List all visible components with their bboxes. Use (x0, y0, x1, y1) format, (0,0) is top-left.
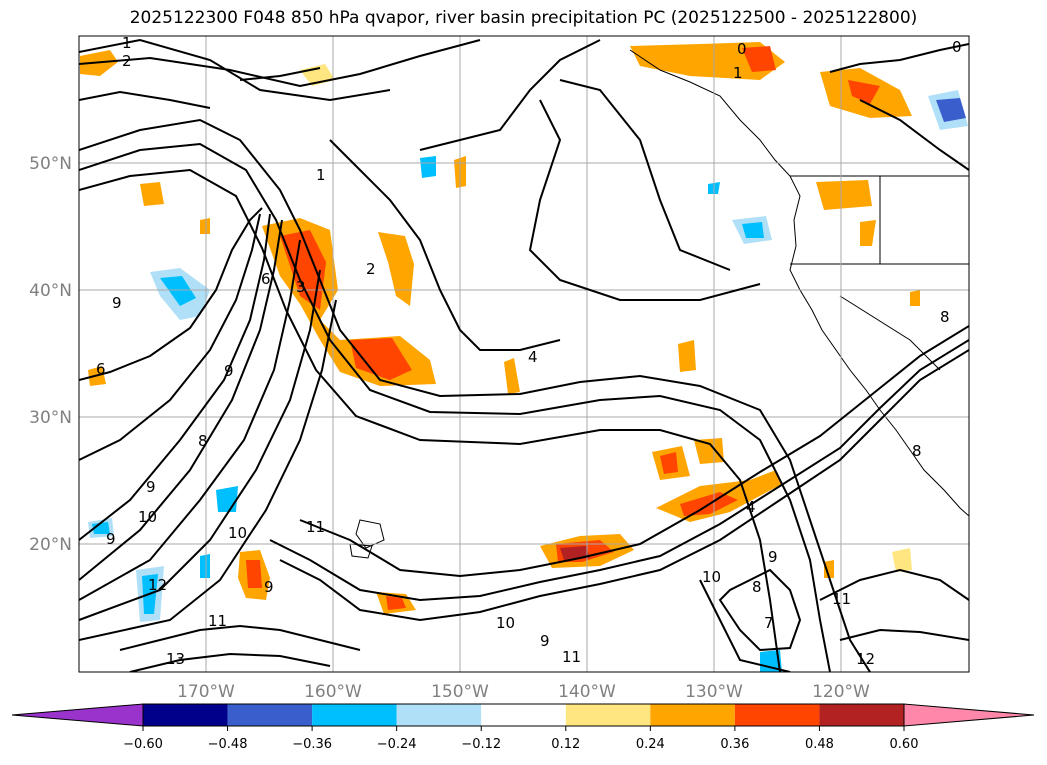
contour-label: 6 (96, 360, 106, 378)
colorbar-extend-min (11, 703, 144, 727)
contour-label: 4 (528, 348, 538, 366)
colorbar-outline (142, 703, 905, 727)
colorbar-cell (481, 704, 566, 726)
colorbar-tick-label: −0.24 (377, 737, 417, 752)
contour-label: 9 (106, 530, 116, 548)
colorbar-tick-label: 0.12 (551, 737, 580, 752)
longitude-axis: 170°W 160°W 150°W 140°W 130°W 120°W (177, 682, 870, 702)
lon-label-160w: 160°W (304, 682, 362, 702)
colorbar-tick-label: −0.48 (208, 737, 248, 752)
colorbar-tick-label: −0.60 (123, 737, 163, 752)
lon-label-150w: 150°W (431, 682, 489, 702)
contour-label-group: 1 2 0 1 0 1 2 3 6 9 6 9 8 9 10 9 11 4 4 … (96, 34, 962, 668)
contour-label: 10 (702, 568, 721, 586)
colorbar-extend-max (903, 703, 1035, 727)
colorbar-tick-label: 0.24 (636, 737, 665, 752)
colorbar-cell (227, 704, 313, 726)
latitude-axis: 50°N 40°N 30°N 20°N (29, 154, 72, 555)
contour-label: 12 (856, 650, 875, 668)
lon-label-130w: 130°W (685, 682, 743, 702)
contour-label: 9 (224, 362, 234, 380)
colorbar-cell (396, 704, 482, 726)
lat-label-20n: 20°N (29, 535, 72, 555)
contour-label: 1 (122, 34, 132, 52)
contour-label: 8 (940, 308, 950, 326)
colorbar: −0.60 −0.48 −0.36 −0.24 −0.12 0.12 0.24 0.36 0.4… (11, 703, 1035, 752)
contour-label: 1 (316, 166, 326, 184)
contour-label: 11 (832, 590, 851, 608)
contour-label: 2 (366, 260, 376, 278)
colorbar-tick-label: −0.36 (292, 737, 332, 752)
contour-label: 8 (912, 442, 922, 460)
colorbar-cell (734, 704, 820, 726)
lat-label-30n: 30°N (29, 408, 72, 428)
contour-label: 9 (112, 294, 122, 312)
contour-label: 9 (540, 632, 550, 650)
contour-label: 12 (148, 576, 167, 594)
contour-label: 8 (198, 432, 208, 450)
contour-label: 3 (296, 278, 306, 296)
lat-label-40n: 40°N (29, 281, 72, 301)
colorbar-cell (650, 704, 735, 726)
colorbar-cell (312, 704, 397, 726)
lon-label-170w: 170°W (177, 682, 235, 702)
map-frame (78, 35, 970, 673)
qvapor-contours (79, 38, 969, 672)
contour-label: 0 (737, 40, 747, 58)
contour-label: 11 (562, 648, 581, 666)
map-background (79, 36, 969, 672)
lon-label-140w: 140°W (558, 682, 616, 702)
contour-label: 6 (261, 270, 271, 288)
map-title: 2025122300 F048 850 hPa qvapor, river ba… (129, 8, 918, 28)
contour-label: 7 (764, 614, 774, 632)
contour-label: 9 (146, 478, 156, 496)
colorbar-tick-label: 0.36 (720, 737, 749, 752)
contour-label: 1 (733, 64, 743, 82)
lon-label-120w: 120°W (812, 682, 870, 702)
colorbar-cell (819, 704, 904, 726)
contour-label: 0 (952, 38, 962, 56)
contour-label: 11 (306, 518, 325, 536)
lat-label-50n: 50°N (29, 154, 72, 174)
contour-label: 10 (228, 524, 247, 542)
colorbar-cell (143, 704, 228, 726)
contour-label: 10 (496, 614, 515, 632)
colorbar-tick-label: 0.60 (890, 737, 919, 752)
contour-label: 2 (122, 52, 132, 70)
contour-label: 9 (264, 578, 274, 596)
contour-label: 4 (746, 498, 756, 516)
contour-label: 11 (208, 612, 227, 630)
colorbar-cell (565, 704, 651, 726)
contour-label: 10 (138, 508, 157, 526)
colorbar-tick-label: −0.12 (461, 737, 501, 752)
contour-label: 9 (768, 548, 778, 566)
colorbar-tick-label: 0.48 (805, 737, 834, 752)
contour-label: 13 (166, 650, 185, 668)
contour-label: 8 (752, 578, 762, 596)
